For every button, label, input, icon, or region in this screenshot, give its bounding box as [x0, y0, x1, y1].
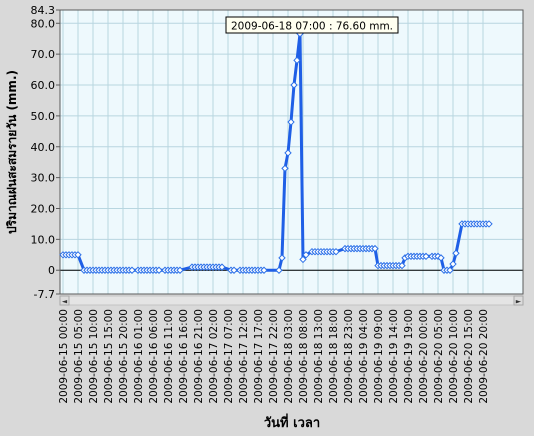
data-point-marker[interactable] — [260, 266, 268, 274]
data-point-marker[interactable] — [290, 81, 298, 89]
data-point-marker[interactable] — [218, 263, 226, 271]
x-tick-label: 2009-06-15 05:00 — [73, 309, 85, 404]
data-point-marker[interactable] — [302, 251, 310, 259]
x-tick-label: 2009-06-20 20:00 — [478, 309, 490, 404]
y-tick-label: 0 — [48, 264, 55, 277]
data-point-marker[interactable] — [230, 266, 238, 274]
x-tick-label: 2009-06-18 23:00 — [343, 309, 355, 404]
y-tick-label: 10.0 — [31, 233, 56, 246]
x-tick-label: 2009-06-19 09:00 — [373, 309, 385, 404]
data-point-marker[interactable] — [485, 220, 493, 228]
scroll-right-arrow-icon[interactable]: ► — [516, 298, 522, 306]
y-tick-label: 40.0 — [31, 141, 56, 154]
data-point-marker[interactable] — [437, 254, 445, 262]
data-point-marker[interactable] — [452, 249, 460, 257]
x-tick-label: 2009-06-19 14:00 — [388, 309, 400, 404]
x-tick-label: 2009-06-18 18:00 — [328, 309, 340, 404]
scroll-right-button[interactable] — [513, 295, 524, 306]
x-tick-label: 2009-06-19 04:00 — [358, 309, 370, 404]
x-tick-label: 2009-06-16 11:00 — [163, 309, 175, 404]
x-axis-title: วันที่ เวลา — [264, 413, 320, 431]
scroll-left-arrow-icon[interactable]: ◄ — [62, 298, 68, 306]
y-tick-label: 84.3 — [31, 4, 56, 17]
y-tick-label: 30.0 — [31, 172, 56, 185]
y-axis-ticks: -7.7 0 10.0 20.0 30.0 40.0 50.0 60.0 70.0 80.084.… — [31, 4, 60, 301]
x-tick-label: 2009-06-15 15:00 — [103, 309, 115, 404]
data-point-marker[interactable] — [398, 261, 406, 270]
x-tick-label: 2009-06-15 20:00 — [118, 309, 130, 404]
x-tick-label: 2009-06-16 16:00 — [178, 309, 190, 404]
x-tick-label: 2009-06-17 22:00 — [268, 309, 280, 404]
data-point-marker[interactable] — [74, 251, 82, 259]
data-point-marker[interactable] — [332, 248, 340, 256]
x-tick-label: 2009-06-16 01:00 — [133, 309, 145, 404]
x-tick-label: 2009-06-17 12:00 — [238, 309, 250, 404]
data-tooltip: 2009-06-18 07:00 : 76.60 mm. — [225, 16, 399, 34]
data-point-marker[interactable] — [275, 266, 283, 274]
y-tick-label: 50.0 — [31, 110, 56, 123]
data-point-marker[interactable] — [284, 149, 292, 157]
x-tick-label: 2009-06-18 03:00 — [283, 309, 295, 404]
data-point-marker[interactable] — [446, 266, 454, 274]
data-point-marker[interactable] — [176, 266, 184, 274]
data-point-marker[interactable] — [281, 164, 289, 173]
x-tick-label: 2009-06-20 00:00 — [418, 309, 430, 404]
y-tick-label: 80.0 — [31, 17, 56, 30]
y-tick-label: 70.0 — [31, 48, 56, 61]
x-tick-label: 2009-06-20 05:00 — [433, 309, 445, 404]
series-markers[interactable] — [59, 30, 493, 274]
tooltip-box — [225, 16, 399, 34]
x-tick-label: 2009-06-15 10:00 — [88, 309, 100, 404]
data-point-marker[interactable] — [299, 255, 307, 264]
data-point-marker[interactable] — [287, 118, 295, 126]
x-tick-label: 2009-06-20 15:00 — [463, 309, 475, 404]
y-tick-label: 60.0 — [31, 79, 56, 92]
x-tick-label: 2009-06-17 17:00 — [253, 309, 265, 404]
x-tick-label: 2009-06-15 00:00 — [58, 309, 70, 404]
y-tick-label: 20.0 — [31, 202, 56, 215]
x-tick-label: 2009-06-19 19:00 — [403, 309, 415, 404]
data-point-marker[interactable] — [293, 56, 301, 65]
x-tick-label: 2009-06-17 02:00 — [208, 309, 220, 404]
y-axis-title: ปริมาณฝนสะสมรายวัน (mm.) — [5, 70, 19, 234]
horizontal-scrollbar[interactable]: ◄ ► — [59, 295, 524, 306]
x-tick-label: 2009-06-18 13:00 — [313, 309, 325, 404]
scrollbar-track[interactable] — [59, 295, 524, 306]
x-tick-label: 2009-06-16 06:00 — [148, 309, 160, 404]
plot-border — [59, 9, 524, 295]
data-point-marker[interactable] — [278, 254, 286, 262]
data-point-marker[interactable] — [128, 266, 136, 274]
data-point-marker[interactable] — [422, 252, 430, 261]
x-axis-ticks: 2009-06-15 00:00 2009-06-15 05:00 2009-06-… — [58, 309, 490, 404]
plot-area — [60, 10, 523, 294]
x-tick-label: 2009-06-20 10:00 — [448, 309, 460, 404]
data-point-marker[interactable] — [371, 244, 379, 253]
data-point-marker[interactable] — [449, 260, 457, 268]
y-tick-label: -7.7 — [34, 288, 55, 301]
scroll-left-button[interactable] — [59, 295, 70, 306]
x-tick-label: 2009-06-16 21:00 — [193, 309, 205, 404]
x-tick-label: 2009-06-18 08:00 — [298, 309, 310, 404]
data-point-marker[interactable] — [155, 266, 163, 274]
x-tick-label: 2009-06-17 07:00 — [223, 309, 235, 404]
tooltip-text: 2009-06-18 07:00 : 76.60 mm. — [231, 21, 393, 33]
